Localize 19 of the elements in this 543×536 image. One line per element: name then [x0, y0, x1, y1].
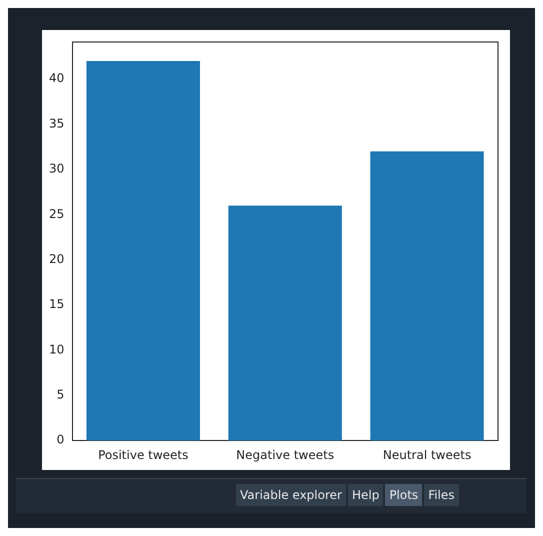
text: Help [348, 484, 384, 506]
y-tick-label: 0 [56, 432, 64, 447]
y-tick-label: 30 [48, 162, 64, 176]
bar [86, 60, 200, 441]
text: Variable explorer [236, 484, 346, 506]
text: Plots [385, 484, 422, 506]
y-tick-label: 5 [56, 388, 64, 402]
y-tick-label: 35 [48, 116, 64, 130]
y-tick-label: 10 [48, 342, 64, 356]
y-tick-label: 40 [48, 71, 64, 86]
y-tick-label: 15 [48, 297, 64, 312]
y-tick-label: 25 [48, 206, 64, 221]
bar [228, 206, 342, 441]
y-tick-label: 20 [48, 252, 64, 266]
bar [370, 151, 484, 441]
x-tick-label: Positive tweets [98, 448, 188, 462]
x-tick-label: Negative tweets [236, 448, 334, 462]
text: Files [424, 484, 459, 506]
x-tick-label: Neutral tweets [382, 448, 472, 462]
